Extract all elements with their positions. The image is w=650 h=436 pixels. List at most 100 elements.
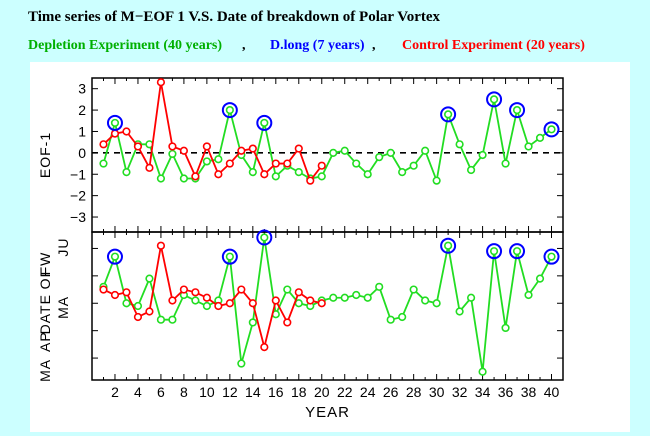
depletion-point (535, 274, 545, 283)
depletion-point (398, 168, 407, 177)
x-tick-label: 34 (475, 384, 491, 400)
depletion-point (398, 312, 407, 322)
depletion-point (110, 252, 120, 261)
control-point (225, 299, 234, 308)
depletion-point (294, 299, 303, 308)
dlong-point (221, 102, 238, 119)
control-point (202, 142, 211, 151)
depletion-point (110, 118, 120, 128)
control-point (145, 307, 154, 316)
depletion-point (512, 247, 522, 256)
depletion-point (156, 315, 166, 324)
depletion-point (271, 172, 280, 181)
depletion-point (524, 142, 533, 151)
depletion-point (547, 252, 556, 261)
y-axis-word: AP (37, 331, 53, 352)
depletion-point (547, 125, 556, 134)
depletion-point (455, 140, 464, 149)
depletion-point (478, 150, 487, 160)
control-point (122, 127, 131, 136)
x-axis-label: YEAR (305, 404, 350, 421)
eof-panel: −3 −2 −1 0 1 2 3 EOF-1 (37, 77, 564, 233)
depletion-point (363, 293, 372, 302)
dlong-point (106, 114, 123, 131)
control-point (237, 285, 246, 294)
x-tick-label: 14 (245, 384, 261, 400)
depletion-point (409, 285, 418, 294)
x-tick-label: 12 (222, 384, 238, 400)
control-point (179, 146, 189, 155)
control-point (306, 176, 315, 185)
legend-separator-1: , (242, 38, 246, 53)
y-axis-word: MA (55, 296, 71, 319)
depletion-point (168, 315, 177, 324)
control-point (191, 172, 200, 181)
x-tick-label: 2 (111, 384, 119, 400)
depletion-point (122, 168, 131, 177)
control-point (260, 343, 269, 352)
control-point (145, 163, 154, 172)
depletion-point (191, 296, 200, 305)
depletion-point (501, 159, 510, 168)
depletion-point (512, 105, 522, 115)
dlong-point (256, 229, 273, 246)
control-point (122, 288, 131, 297)
x-tick-label: 20 (314, 384, 330, 400)
depletion-point (432, 176, 441, 185)
control-point (260, 170, 269, 179)
control-point (306, 296, 315, 305)
depletion-point (432, 299, 441, 308)
control-point (248, 144, 257, 153)
depletion-point (260, 118, 269, 128)
control-point (156, 78, 166, 87)
depletion-point (421, 146, 430, 155)
x-tick-label: 26 (383, 384, 399, 400)
depletion-point (444, 241, 453, 250)
control-point (168, 142, 177, 151)
depletion-point (145, 274, 154, 283)
control-point (99, 140, 108, 149)
x-tick-label: 18 (291, 384, 307, 400)
control-point (133, 312, 143, 322)
depletion-point (352, 159, 361, 168)
y-axis-word: OF (37, 268, 53, 289)
y-axis-word: FW (37, 252, 53, 276)
depletion-point (156, 174, 166, 183)
depletion-point (168, 149, 177, 159)
depletion-point (466, 165, 476, 175)
control-point (294, 288, 303, 297)
x-tick-label: 40 (544, 384, 560, 400)
dlong-point (486, 243, 503, 260)
depletion-point (466, 293, 476, 302)
y-tick-label: −2 (70, 188, 86, 204)
y-axis-word: DATE (37, 294, 53, 334)
x-tick-label: 32 (452, 384, 468, 400)
depletion-point (363, 170, 372, 179)
control-point (214, 170, 223, 179)
depletion-point (375, 153, 384, 162)
x-tick-label: 28 (406, 384, 422, 400)
dlong-point (509, 243, 526, 260)
dlong-point (543, 248, 560, 265)
depletion-point (340, 293, 349, 302)
depletion-point (340, 146, 349, 155)
legend-depletion: Depletion Experiment (40 years) (28, 38, 223, 53)
depletion-point (421, 296, 430, 305)
depletion-point (99, 159, 108, 168)
y-tick-label: 1 (78, 123, 86, 139)
y-tick-label: 2 (78, 102, 86, 118)
dlong-point (221, 248, 238, 265)
dlong-point (440, 106, 457, 123)
depletion-point (478, 367, 487, 376)
control-point (202, 293, 211, 302)
depletion-point (524, 290, 533, 300)
depletion-point (294, 168, 303, 177)
depletion-line (102, 99, 553, 185)
control-point (271, 159, 280, 168)
x-tick-label: 36 (498, 384, 514, 400)
y-axis-word: JU (55, 238, 71, 257)
depletion-point (283, 285, 292, 294)
depletion-point (202, 301, 211, 311)
